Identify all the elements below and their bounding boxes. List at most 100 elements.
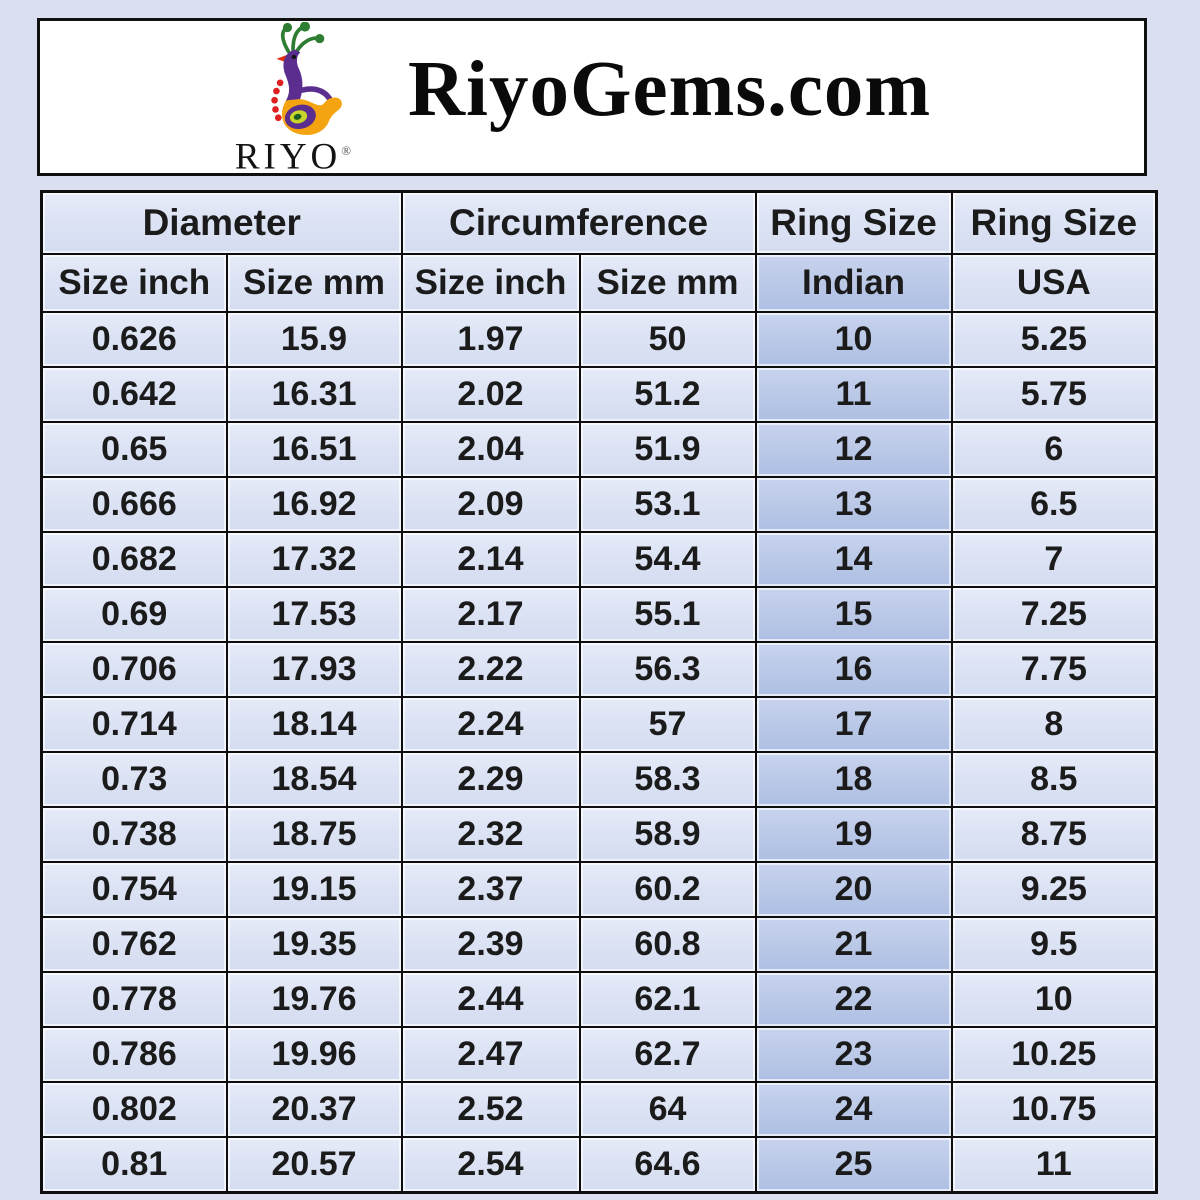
col-header-usa: USA	[950, 253, 1158, 313]
cell-circumference-mm: 54.4	[578, 531, 757, 588]
col-group-diameter: Diameter	[40, 190, 403, 255]
table-row: 0.714 18.14 2.24 57 17 8	[40, 696, 1158, 753]
cell-circumference-inch: 2.29	[400, 751, 581, 808]
cell-diameter-mm: 17.93	[225, 641, 403, 698]
cell-circumference-inch: 2.52	[400, 1081, 581, 1138]
table-row: 0.706 17.93 2.22 56.3 16 7.75	[40, 641, 1158, 698]
cell-diameter-mm: 18.54	[225, 751, 403, 808]
cell-diameter-mm: 16.51	[225, 421, 403, 478]
cell-circumference-inch: 2.14	[400, 531, 581, 588]
cell-indian-size: 16	[754, 641, 953, 698]
cell-circumference-mm: 51.9	[578, 421, 757, 478]
cell-diameter-inch: 0.682	[40, 531, 228, 588]
cell-diameter-mm: 17.53	[225, 586, 403, 643]
group-header-row: Diameter Circumference Ring Size Ring Si…	[40, 190, 1158, 255]
cell-circumference-inch: 2.32	[400, 806, 581, 863]
col-header-diameter-mm: Size mm	[225, 253, 403, 313]
cell-circumference-mm: 57	[578, 696, 757, 753]
col-group-circumference: Circumference	[400, 190, 757, 255]
cell-diameter-inch: 0.73	[40, 751, 228, 808]
cell-usa-size: 6.5	[950, 476, 1158, 533]
cell-diameter-inch: 0.666	[40, 476, 228, 533]
cell-diameter-inch: 0.786	[40, 1026, 228, 1083]
cell-circumference-inch: 2.39	[400, 916, 581, 973]
cell-diameter-inch: 0.762	[40, 916, 228, 973]
site-title: RiyoGems.com	[408, 46, 932, 133]
cell-usa-size: 7	[950, 531, 1158, 588]
cell-circumference-mm: 50	[578, 311, 757, 368]
logo-wordmark: RIYO®	[235, 136, 351, 175]
cell-circumference-inch: 2.54	[400, 1136, 581, 1194]
cell-diameter-inch: 0.802	[40, 1081, 228, 1138]
table-row: 0.73 18.54 2.29 58.3 18 8.5	[40, 751, 1158, 808]
cell-diameter-mm: 20.57	[225, 1136, 403, 1194]
cell-circumference-mm: 62.1	[578, 971, 757, 1028]
cell-indian-size: 14	[754, 531, 953, 588]
cell-diameter-inch: 0.69	[40, 586, 228, 643]
cell-diameter-inch: 0.778	[40, 971, 228, 1028]
cell-circumference-inch: 2.47	[400, 1026, 581, 1083]
table-body: 0.626 15.9 1.97 50 10 5.25 0.642 16.31 2.02 51.2 1…	[40, 311, 1158, 1194]
cell-diameter-mm: 15.9	[225, 311, 403, 368]
cell-usa-size: 5.75	[950, 366, 1158, 423]
cell-diameter-mm: 20.37	[225, 1081, 403, 1138]
table-row: 0.754 19.15 2.37 60.2 20 9.25	[40, 861, 1158, 918]
cell-circumference-mm: 64.6	[578, 1136, 757, 1194]
table-row: 0.778 19.76 2.44 62.1 22 10	[40, 971, 1158, 1028]
cell-circumference-mm: 51.2	[578, 366, 757, 423]
cell-indian-size: 22	[754, 971, 953, 1028]
col-header-indian: Indian	[754, 253, 953, 313]
cell-diameter-mm: 16.31	[225, 366, 403, 423]
cell-circumference-mm: 55.1	[578, 586, 757, 643]
table-row: 0.626 15.9 1.97 50 10 5.25	[40, 311, 1158, 368]
cell-circumference-inch: 2.22	[400, 641, 581, 698]
table-row: 0.738 18.75 2.32 58.9 19 8.75	[40, 806, 1158, 863]
cell-diameter-inch: 0.706	[40, 641, 228, 698]
cell-usa-size: 7.75	[950, 641, 1158, 698]
cell-circumference-inch: 2.37	[400, 861, 581, 918]
table-row: 0.81 20.57 2.54 64.6 25 11	[40, 1136, 1158, 1194]
cell-usa-size: 8	[950, 696, 1158, 753]
cell-diameter-inch: 0.642	[40, 366, 228, 423]
cell-diameter-inch: 0.65	[40, 421, 228, 478]
cell-usa-size: 9.5	[950, 916, 1158, 973]
table-row: 0.786 19.96 2.47 62.7 23 10.25	[40, 1026, 1158, 1083]
table-row: 0.666 16.92 2.09 53.1 13 6.5	[40, 476, 1158, 533]
cell-indian-size: 13	[754, 476, 953, 533]
col-header-circumference-mm: Size mm	[578, 253, 757, 313]
cell-diameter-inch: 0.626	[40, 311, 228, 368]
cell-usa-size: 7.25	[950, 586, 1158, 643]
cell-circumference-inch: 2.02	[400, 366, 581, 423]
cell-usa-size: 8.75	[950, 806, 1158, 863]
cell-circumference-mm: 53.1	[578, 476, 757, 533]
cell-diameter-mm: 18.14	[225, 696, 403, 753]
cell-indian-size: 15	[754, 586, 953, 643]
cell-indian-size: 21	[754, 916, 953, 973]
cell-circumference-inch: 1.97	[400, 311, 581, 368]
cell-circumference-mm: 56.3	[578, 641, 757, 698]
cell-circumference-mm: 60.8	[578, 916, 757, 973]
table-row: 0.762 19.35 2.39 60.8 21 9.5	[40, 916, 1158, 973]
cell-diameter-mm: 19.96	[225, 1026, 403, 1083]
table-row: 0.802 20.37 2.52 64 24 10.75	[40, 1081, 1158, 1138]
cell-usa-size: 10.25	[950, 1026, 1158, 1083]
logo-wordmark-text: RIYO	[234, 136, 342, 177]
cell-indian-size: 12	[754, 421, 953, 478]
cell-usa-size: 10.75	[950, 1081, 1158, 1138]
cell-diameter-inch: 0.81	[40, 1136, 228, 1194]
cell-diameter-mm: 19.76	[225, 971, 403, 1028]
cell-diameter-inch: 0.754	[40, 861, 228, 918]
cell-diameter-mm: 19.15	[225, 861, 403, 918]
cell-diameter-inch: 0.738	[40, 806, 228, 863]
cell-diameter-mm: 18.75	[225, 806, 403, 863]
col-group-ring-size-usa: Ring Size	[950, 190, 1158, 255]
col-header-circumference-inch: Size inch	[400, 253, 581, 313]
cell-indian-size: 20	[754, 861, 953, 918]
col-group-ring-size-indian: Ring Size	[754, 190, 953, 255]
cell-diameter-mm: 16.92	[225, 476, 403, 533]
sub-header-row: Size inch Size mm Size inch Size mm Indi…	[40, 253, 1158, 313]
cell-indian-size: 25	[754, 1136, 953, 1194]
col-header-diameter-inch: Size inch	[40, 253, 228, 313]
table-row: 0.642 16.31 2.02 51.2 11 5.75	[40, 366, 1158, 423]
cell-circumference-mm: 58.9	[578, 806, 757, 863]
